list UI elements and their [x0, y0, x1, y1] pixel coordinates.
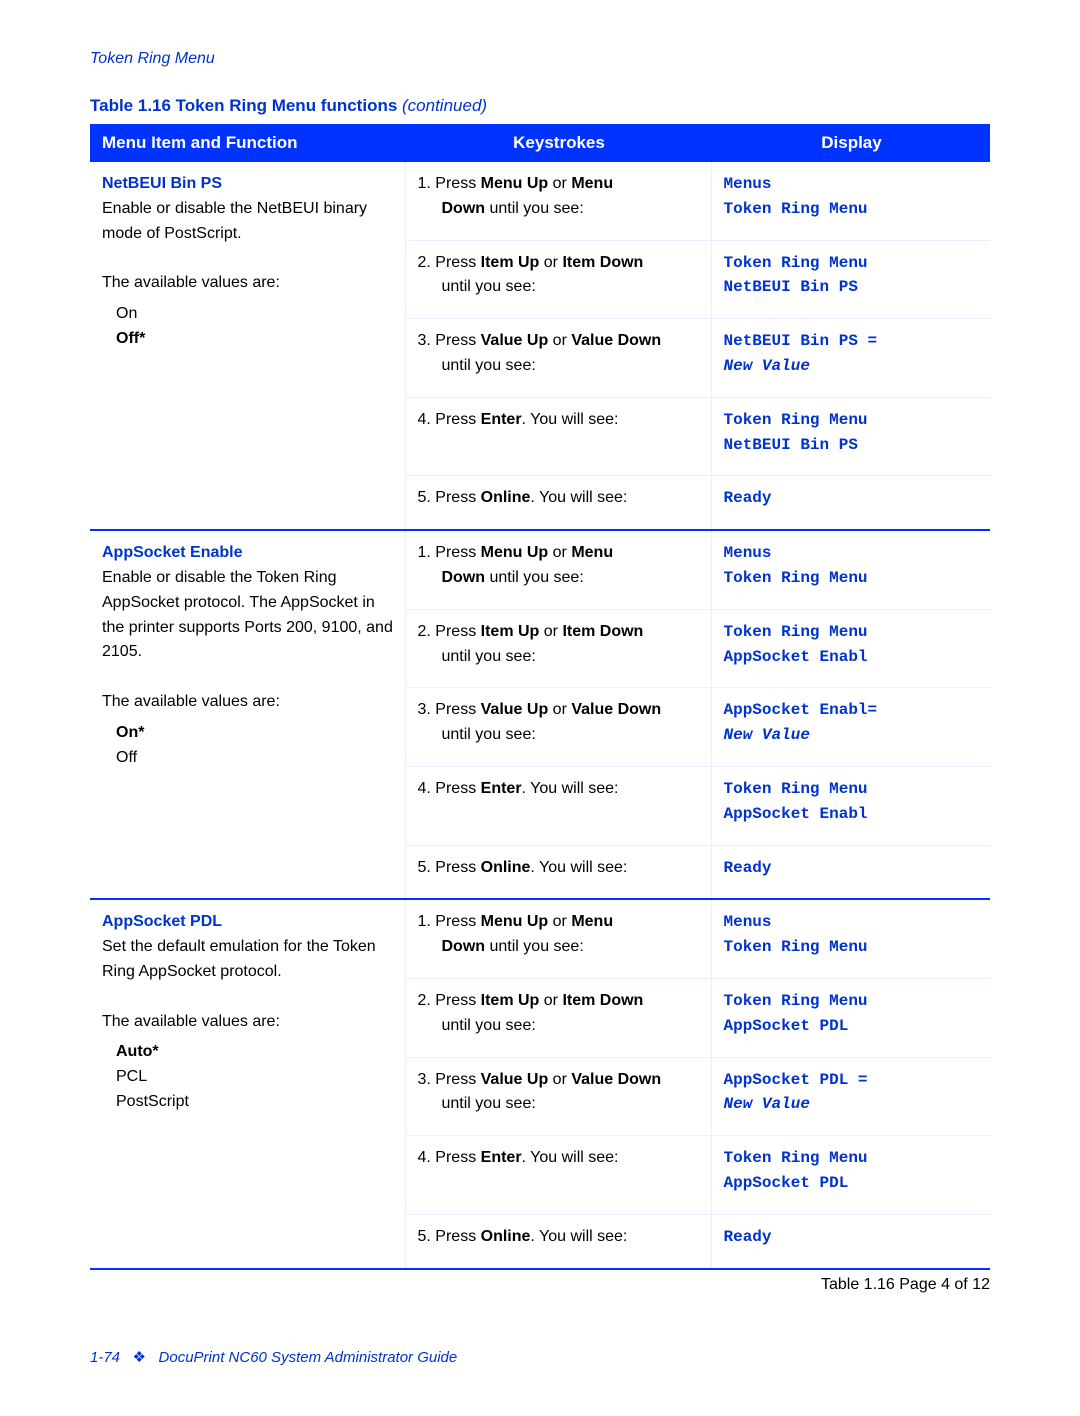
- keystroke-cell: 4. Press Enter. You will see:: [405, 397, 711, 476]
- keystroke-cell: 1. Press Menu Up or MenuDown until you s…: [405, 899, 711, 978]
- display-cell: Token Ring MenuAppSocket PDL: [711, 978, 990, 1057]
- value-list: On*Off: [116, 721, 395, 771]
- menu-item-title: AppSocket PDL: [102, 913, 222, 930]
- value-list: Auto*PCLPostScript: [116, 1040, 395, 1114]
- table-caption: Table 1.16 Token Ring Menu functions (co…: [90, 96, 990, 116]
- menu-table: Menu Item and Function Keystrokes Displa…: [90, 124, 990, 1270]
- menu-item-cell: AppSocket Enable Enable or disable the To…: [90, 530, 405, 899]
- table-footer: Table 1.16 Page 4 of 12: [90, 1270, 990, 1294]
- display-cell: MenusToken Ring Menu: [711, 162, 990, 240]
- display-cell: Ready: [711, 845, 990, 899]
- menu-item-cell: NetBEUI Bin PS Enable or disable the NetB…: [90, 162, 405, 530]
- page-number: 1-74: [90, 1349, 120, 1366]
- menu-item-title: NetBEUI Bin PS: [102, 175, 222, 192]
- keystroke-cell: 1. Press Menu Up or MenuDown until you s…: [405, 530, 711, 609]
- keystroke-cell: 4. Press Enter. You will see:: [405, 766, 711, 845]
- display-cell: Token Ring MenuNetBEUI Bin PS: [711, 240, 990, 319]
- display-cell: Token Ring MenuAppSocket Enabl: [711, 609, 990, 688]
- display-cell: AppSocket Enabl=New Value: [711, 688, 990, 767]
- display-cell: Token Ring MenuNetBEUI Bin PS: [711, 397, 990, 476]
- menu-item-desc: Enable or disable the Token Ring AppSock…: [102, 569, 393, 660]
- caption-prefix: Table 1.16 Token Ring Menu functions: [90, 96, 402, 115]
- keystroke-cell: 3. Press Value Up or Value Downuntil you…: [405, 319, 711, 398]
- menu-item-title: AppSocket Enable: [102, 544, 242, 561]
- keystroke-cell: 5. Press Online. You will see:: [405, 1214, 711, 1268]
- keystroke-cell: 3. Press Value Up or Value Downuntil you…: [405, 1057, 711, 1136]
- col-display: Display: [711, 124, 990, 162]
- keystroke-cell: 2. Press Item Up or Item Downuntil you s…: [405, 978, 711, 1057]
- keystroke-cell: 1. Press Menu Up or MenuDown until you s…: [405, 162, 711, 240]
- diamond-icon: ❖: [133, 1349, 146, 1366]
- available-label: The available values are:: [102, 693, 280, 710]
- menu-item-cell: AppSocket PDL Set the default emulation f…: [90, 899, 405, 1268]
- display-cell: Ready: [711, 1214, 990, 1268]
- menu-item-desc: Set the default emulation for the Token …: [102, 938, 376, 980]
- page-header: Token Ring Menu: [90, 50, 990, 68]
- col-menu: Menu Item and Function: [90, 124, 405, 162]
- col-keystrokes: Keystrokes: [405, 124, 711, 162]
- display-cell: MenusToken Ring Menu: [711, 899, 990, 978]
- display-cell: MenusToken Ring Menu: [711, 530, 990, 609]
- display-cell: Token Ring MenuAppSocket PDL: [711, 1136, 990, 1215]
- value-list: OnOff*: [116, 302, 395, 352]
- keystroke-cell: 4. Press Enter. You will see:: [405, 1136, 711, 1215]
- display-cell: AppSocket PDL =New Value: [711, 1057, 990, 1136]
- display-cell: Token Ring MenuAppSocket Enabl: [711, 766, 990, 845]
- menu-item-desc: Enable or disable the NetBEUI binary mod…: [102, 200, 367, 242]
- keystroke-cell: 5. Press Online. You will see:: [405, 476, 711, 530]
- page-footer: 1-74 ❖ DocuPrint NC60 System Administrat…: [90, 1348, 990, 1366]
- keystroke-cell: 2. Press Item Up or Item Downuntil you s…: [405, 240, 711, 319]
- footer-title: DocuPrint NC60 System Administrator Guid…: [159, 1349, 458, 1366]
- keystroke-cell: 2. Press Item Up or Item Downuntil you s…: [405, 609, 711, 688]
- caption-suffix: (continued): [402, 96, 487, 115]
- keystroke-cell: 5. Press Online. You will see:: [405, 845, 711, 899]
- available-label: The available values are:: [102, 1013, 280, 1030]
- display-cell: Ready: [711, 476, 990, 530]
- available-label: The available values are:: [102, 274, 280, 291]
- display-cell: NetBEUI Bin PS =New Value: [711, 319, 990, 398]
- keystroke-cell: 3. Press Value Up or Value Downuntil you…: [405, 688, 711, 767]
